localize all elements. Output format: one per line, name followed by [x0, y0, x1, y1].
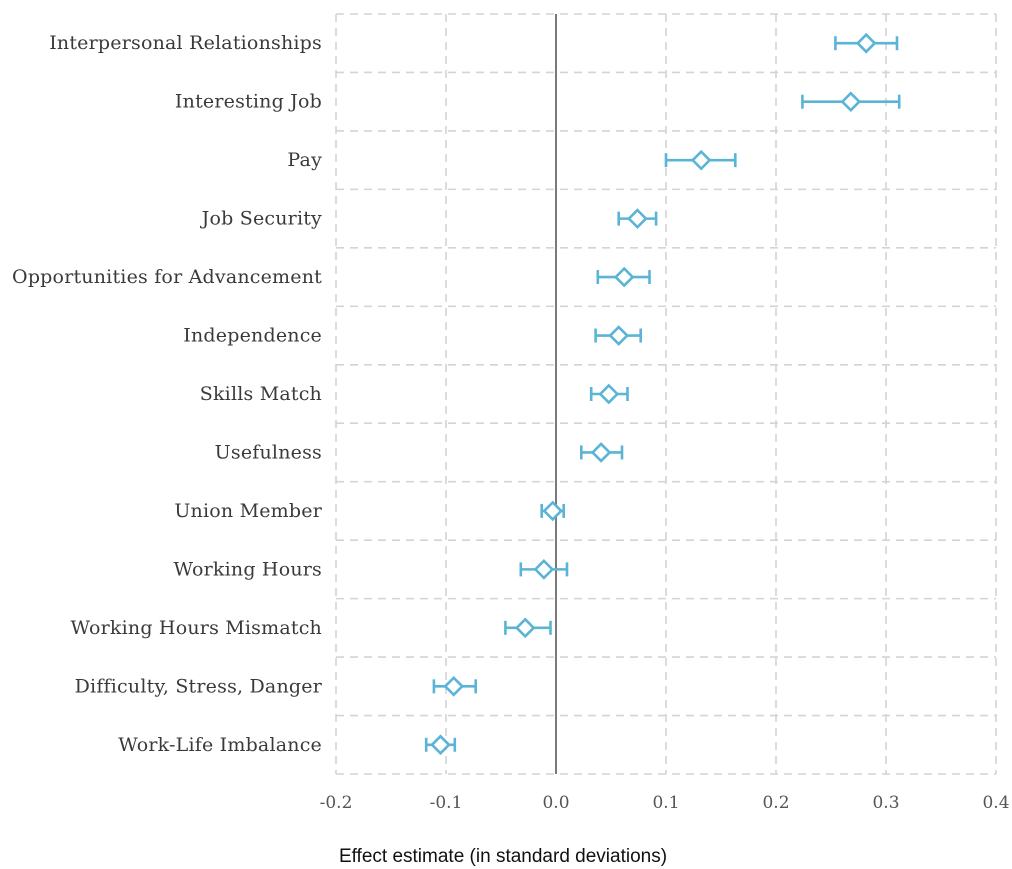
x-tick-label: 0.0 [542, 793, 569, 813]
estimate-point [590, 442, 612, 463]
estimate-point [690, 149, 712, 171]
marks-layer [424, 32, 901, 756]
category-label: Work-Life Imbalance [118, 734, 322, 756]
category-label: Skills Match [200, 383, 322, 405]
estimate-point [542, 500, 564, 522]
category-label: Job Security [200, 208, 322, 230]
category-label: Independence [183, 325, 322, 347]
x-tick-label: 0.2 [762, 793, 789, 813]
x-tick-label: 0.1 [652, 793, 679, 813]
category-label: Union Member [174, 500, 322, 522]
grid-layer [335, 13, 997, 775]
category-label: Working Hours Mismatch [71, 617, 322, 639]
x-tick-label: -0.1 [430, 793, 463, 813]
estimate-point [608, 325, 630, 346]
x-tick-label: 0.3 [872, 793, 899, 813]
category-label: Usefulness [215, 441, 322, 463]
estimate-point [840, 91, 862, 113]
estimate-point [613, 266, 635, 288]
category-label: Pay [287, 149, 322, 171]
estimate-point [855, 32, 877, 54]
category-label: Opportunities for Advancement [12, 266, 322, 288]
estimate-point [598, 383, 620, 405]
category-labels-layer: Interpersonal Relationships Interesting J… [12, 32, 323, 756]
x-axis-title: Effect estimate (in standard deviations) [339, 846, 667, 867]
category-label: Working Hours [174, 558, 322, 580]
estimate-point [443, 675, 465, 697]
x-tick-label: -0.2 [320, 793, 353, 813]
x-tick-labels-layer: -0.2 -0.1 0.0 0.1 0.2 0.3 0.4 [320, 793, 1010, 813]
estimate-point [627, 208, 648, 229]
estimate-point [430, 734, 451, 756]
estimate-point [533, 559, 555, 580]
estimate-point [514, 617, 536, 639]
category-label: Interesting Job [175, 91, 322, 113]
x-tick-label: 0.4 [982, 793, 1009, 813]
category-label: Interpersonal Relationships [49, 32, 322, 54]
category-label: Difficulty, Stress, Danger [75, 675, 323, 697]
